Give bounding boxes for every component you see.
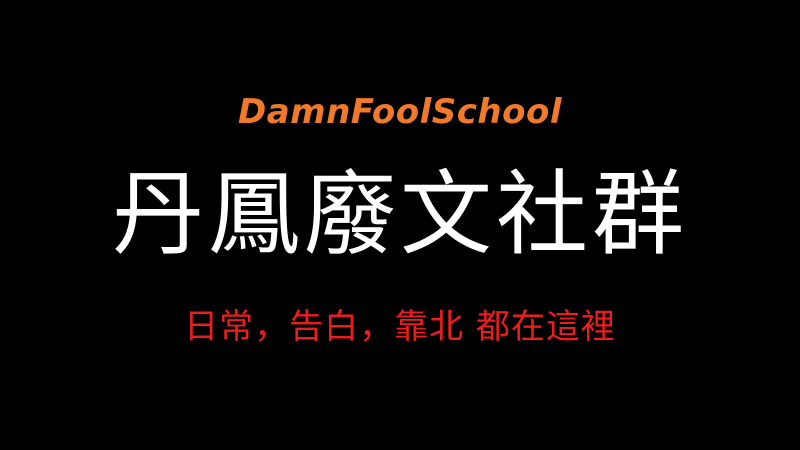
tagline: 日常，告白，靠北 都在這裡 [184, 307, 616, 347]
page-title: 丹鳳廢文社群 [111, 161, 688, 268]
brand-wordmark: DamnFoolSchool [238, 92, 562, 132]
